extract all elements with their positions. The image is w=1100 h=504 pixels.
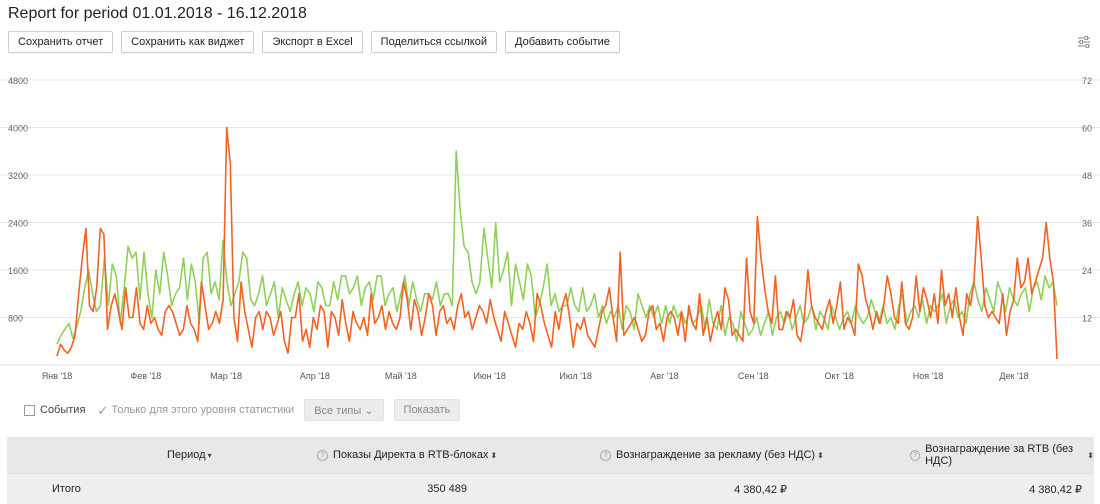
y-right-tick-label: 36 xyxy=(1082,219,1092,229)
export-excel-button[interactable]: Экспорт в Excel xyxy=(262,31,363,53)
chevron-down-icon: ⌄ xyxy=(364,404,374,417)
question-circle-icon[interactable]: ? xyxy=(317,449,328,461)
sort-arrows-icon: ⬍ xyxy=(1087,450,1094,460)
line-chart: 800 12 1600 24 2400 36 3200 48 4000 60 4800 72 Янв '… xyxy=(0,76,1100,381)
period-header-label: Период xyxy=(167,449,206,461)
save-report-button[interactable]: Сохранить отчет xyxy=(8,31,114,53)
x-tick-label: Ноя '18 xyxy=(913,371,944,381)
series-line-1 xyxy=(56,126,1058,360)
this-level-label: Только для этого уровня статистики xyxy=(111,404,295,416)
rtb-reward-column-header[interactable]: ? Вознаграждение за RTB (без НДС) ⬍ xyxy=(910,437,1094,473)
impressions-column-header[interactable]: ? Показы Директа в RTB-блоках ⬍ xyxy=(317,437,497,473)
x-tick-label: Авг '18 xyxy=(650,371,678,381)
check-icon[interactable]: ✓ xyxy=(97,402,109,418)
y-right-tick-label: 24 xyxy=(1082,266,1092,276)
share-link-button[interactable]: Поделиться ссылкой xyxy=(370,31,497,53)
x-tick-label: Май '18 xyxy=(385,371,417,381)
filters-bar: События ✓ Только для этого уровня статис… xyxy=(24,399,461,421)
x-tick-label: Янв '18 xyxy=(42,371,72,381)
x-tick-label: Сен '18 xyxy=(738,371,769,381)
x-tick-label: Фев '18 xyxy=(130,371,161,381)
period-column-header[interactable]: Период ▾ xyxy=(167,437,212,473)
events-checkbox[interactable] xyxy=(24,404,35,416)
sort-down-icon: ▾ xyxy=(207,450,212,460)
total-rtb-reward: 4 380,42 ₽ xyxy=(1029,483,1082,496)
sort-arrows-icon: ⬍ xyxy=(490,450,498,460)
y-left-tick-label: 3200 xyxy=(8,171,28,181)
question-circle-icon[interactable]: ? xyxy=(910,449,921,461)
total-ad-reward: 4 380,42 ₽ xyxy=(734,483,787,496)
add-event-button[interactable]: Добавить событие xyxy=(505,31,620,53)
y-left-tick-label: 2400 xyxy=(8,219,28,229)
events-label: События xyxy=(40,404,86,416)
x-tick-label: Апр '18 xyxy=(300,371,330,381)
table-row: Итого 350 489 4 380,42 ₽ 4 380,42 ₽ xyxy=(7,473,1094,504)
x-tick-label: Окт '18 xyxy=(825,371,854,381)
toolbar: Сохранить отчет Сохранить как виджет Экс… xyxy=(8,31,620,53)
y-left-tick-label: 4800 xyxy=(8,76,28,86)
types-dropdown-label: Все типы xyxy=(314,404,362,417)
y-left-tick-label: 1600 xyxy=(8,266,28,276)
y-left-tick-label: 800 xyxy=(8,314,23,324)
y-left-tick-label: 4000 xyxy=(8,124,28,134)
question-circle-icon[interactable]: ? xyxy=(600,449,611,461)
total-impressions: 350 489 xyxy=(427,483,467,495)
y-right-tick-label: 12 xyxy=(1082,314,1092,324)
x-tick-label: Июн '18 xyxy=(473,371,505,381)
x-tick-label: Мар '18 xyxy=(210,371,242,381)
page-title: Report for period 01.01.2018 - 16.12.201… xyxy=(8,5,307,22)
table-header: Период ▾ ? Показы Директа в RTB-блоках ⬍… xyxy=(7,437,1094,473)
save-as-widget-button[interactable]: Сохранить как виджет xyxy=(121,31,255,53)
sort-arrows-icon: ⬍ xyxy=(817,450,824,460)
types-dropdown[interactable]: Все типы ⌄ xyxy=(304,399,384,421)
ad-reward-header-label: Вознаграждение за рекламу (без НДС) xyxy=(616,449,816,461)
sliders-icon[interactable] xyxy=(1076,34,1092,50)
y-right-tick-label: 48 xyxy=(1082,171,1092,181)
show-button[interactable]: Показать xyxy=(393,399,461,421)
impressions-header-label: Показы Директа в RTB-блоках xyxy=(333,449,489,461)
stats-table: Период ▾ ? Показы Директа в RTB-блоках ⬍… xyxy=(7,437,1094,504)
x-tick-label: Дек '18 xyxy=(999,371,1028,381)
total-row-label: Итого xyxy=(52,483,81,495)
x-tick-label: Июл '18 xyxy=(559,371,592,381)
y-right-tick-label: 60 xyxy=(1082,124,1092,134)
rtb-reward-header-label: Вознаграждение за RTB (без НДС) xyxy=(925,443,1074,467)
ad-reward-column-header[interactable]: ? Вознаграждение за рекламу (без НДС) ⬍ xyxy=(600,437,824,473)
y-right-tick-label: 72 xyxy=(1082,76,1092,86)
